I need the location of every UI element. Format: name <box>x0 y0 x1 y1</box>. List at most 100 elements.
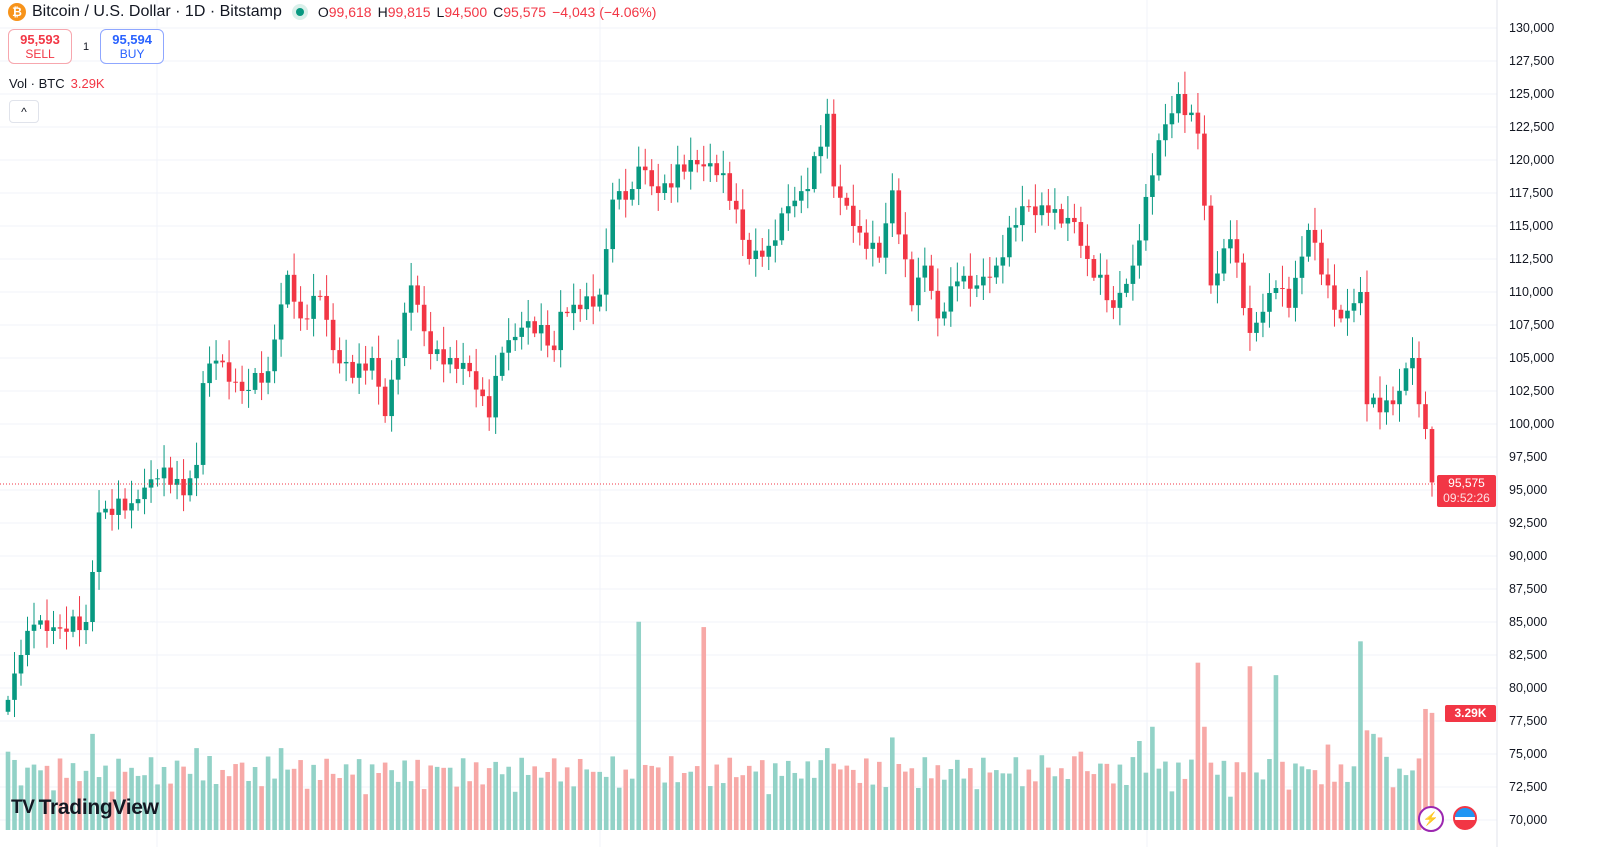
candle <box>252 367 258 394</box>
candle <box>1410 337 1415 385</box>
candle <box>955 262 960 302</box>
candle-body <box>909 259 915 306</box>
candle-body <box>727 173 733 201</box>
candle <box>1208 195 1214 294</box>
candle-body <box>1423 404 1428 430</box>
candle <box>1065 196 1071 241</box>
candle-body <box>584 296 590 310</box>
volume-bar <box>116 758 121 830</box>
candle <box>929 254 934 300</box>
ohlc-change: −4,043 (−4.06%) <box>552 4 657 20</box>
volume-bar <box>12 759 17 830</box>
candle-body <box>1189 112 1194 116</box>
candle-body <box>538 325 544 334</box>
candle-body <box>226 362 232 382</box>
volume-bar <box>31 764 37 830</box>
volume-bar <box>1371 733 1376 830</box>
candle-body <box>1072 217 1077 223</box>
candle <box>837 164 843 216</box>
volume-bar <box>454 786 459 830</box>
candle <box>70 609 76 638</box>
candle-body <box>811 156 817 190</box>
price-tick-label: 100,000 <box>1509 417 1554 431</box>
candle <box>994 257 999 284</box>
candle-body <box>25 630 30 655</box>
candle <box>343 339 349 382</box>
candle <box>1403 362 1409 396</box>
candle <box>103 500 108 519</box>
candle-body <box>350 361 355 378</box>
candle-body <box>317 295 323 297</box>
volume-bar <box>662 782 668 830</box>
volume-bar <box>1215 774 1220 830</box>
candle-body <box>31 624 37 631</box>
candle-body <box>662 183 668 193</box>
candle <box>766 229 772 271</box>
candle-body <box>636 166 642 190</box>
candle <box>1020 185 1025 242</box>
candle-body <box>766 245 772 257</box>
volume-bar <box>824 748 830 830</box>
candle <box>5 695 11 715</box>
volume-bar <box>408 781 414 830</box>
volume-bar <box>785 760 791 830</box>
collapse-legend-button[interactable]: ^ <box>9 100 39 123</box>
candle-body <box>1319 242 1324 275</box>
candle <box>987 257 993 294</box>
candle <box>1416 341 1422 418</box>
volume-legend[interactable]: Vol · BTC 3.29K <box>9 76 105 91</box>
volume-bar <box>837 769 843 830</box>
candle <box>1059 203 1064 228</box>
symbol-title[interactable]: Bitcoin / U.S. Dollar · 1D · Bitstamp <box>32 3 282 20</box>
buy-button[interactable]: 95,594 BUY <box>100 29 165 64</box>
candles <box>5 71 1435 718</box>
candle <box>467 355 472 378</box>
volume-bar <box>402 760 407 830</box>
candle <box>259 351 264 401</box>
volume-bar <box>909 768 915 830</box>
price-tick-label: 105,000 <box>1509 351 1554 365</box>
candle-body <box>1403 368 1409 391</box>
candle-body <box>942 311 947 319</box>
volume-bar <box>220 769 225 830</box>
volume-bar <box>1130 757 1136 830</box>
candle-body <box>564 311 570 314</box>
candle <box>369 346 375 380</box>
candle <box>1189 104 1194 122</box>
candle <box>759 238 765 267</box>
candle-body <box>519 327 524 337</box>
candle <box>402 302 407 367</box>
sell-button[interactable]: 95,593 SELL <box>8 29 72 64</box>
candle-body <box>1273 288 1279 294</box>
candle-body <box>1013 225 1019 228</box>
order-quantity[interactable]: 1 <box>83 40 90 53</box>
volume-bar <box>629 778 635 830</box>
ohlc-high: H99,815 <box>377 4 431 20</box>
candle-body <box>343 361 349 364</box>
candle-body <box>1267 293 1272 312</box>
candle <box>551 330 557 362</box>
price-axis[interactable]: 130,000 127,500 125,000 122,500 120,000 117,5… <box>1509 21 1554 827</box>
candle <box>207 346 212 397</box>
lightning-icon[interactable]: ⚡ <box>1418 806 1444 832</box>
volume-bar <box>597 771 603 830</box>
candle-body <box>142 487 147 500</box>
candle <box>350 354 355 384</box>
market-status-icon[interactable] <box>291 4 308 20</box>
volume-bar <box>272 778 277 830</box>
candle <box>356 343 362 394</box>
candle <box>896 178 902 245</box>
candle <box>584 282 590 321</box>
candle <box>1351 288 1357 323</box>
candle <box>1098 253 1103 295</box>
candle-body <box>1254 322 1259 333</box>
candle <box>90 560 95 632</box>
volume-bar <box>850 769 856 830</box>
candle-body <box>109 508 115 515</box>
us-flag-icon[interactable] <box>1453 806 1477 830</box>
tradingview-logo[interactable]: TV TradingView <box>11 796 159 820</box>
volume-bar <box>473 762 479 830</box>
candle-body <box>974 285 980 289</box>
candle <box>714 154 720 182</box>
